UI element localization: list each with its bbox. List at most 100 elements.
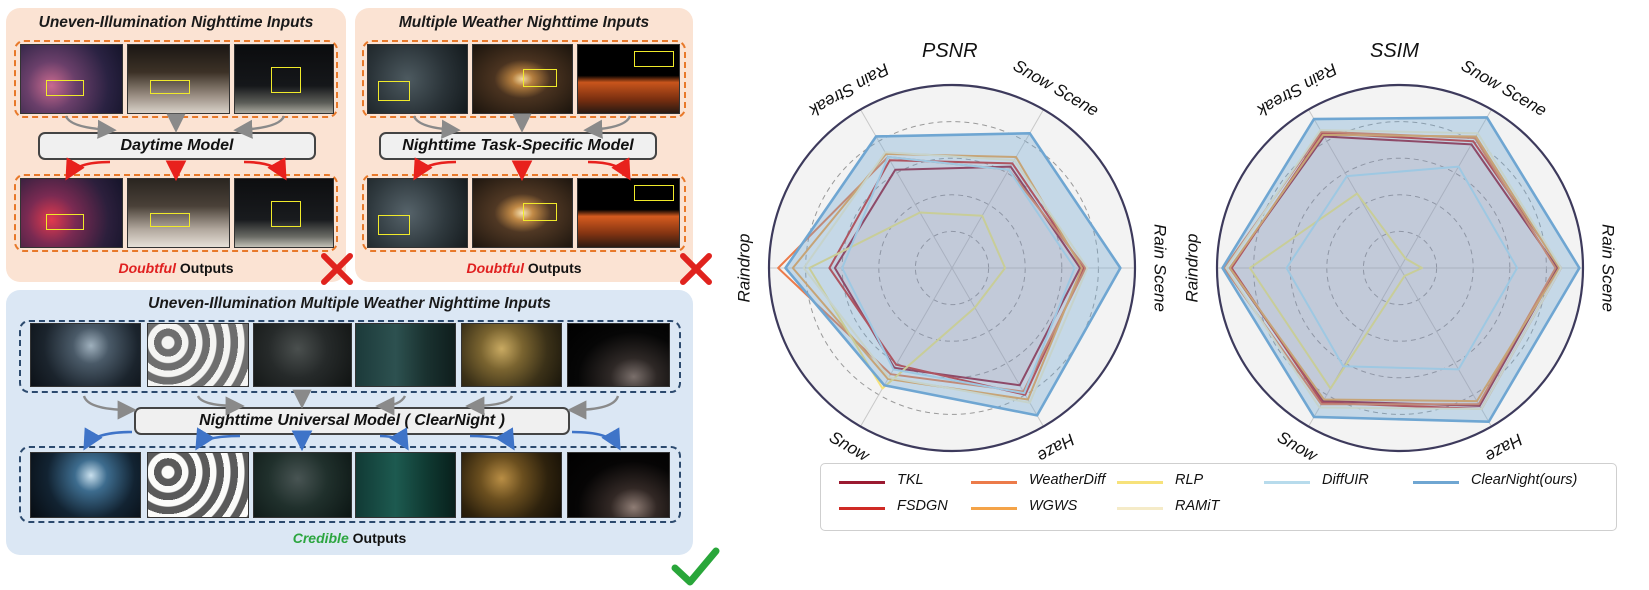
radar-grid-ring <box>1289 157 1511 379</box>
legend-swatch <box>839 481 885 484</box>
output-image-dark-snow <box>234 178 334 248</box>
highlight-box <box>634 51 674 67</box>
input-image-stadium-lights <box>147 323 249 387</box>
legend-label: WGWS <box>1029 498 1078 514</box>
highlight-box <box>46 214 84 230</box>
highlight-box <box>46 80 84 96</box>
radar-series-clearnight-ours- <box>784 131 1122 417</box>
output-image-snow-tree <box>367 178 468 248</box>
radar-axis-label: Rain Scene <box>1598 224 1617 312</box>
outputs-label: Doubtful Outputs <box>355 260 693 276</box>
highlight-box <box>634 185 674 201</box>
input-image-snow-tree <box>367 44 468 114</box>
output-image-headlights <box>472 178 573 248</box>
legend-swatch <box>971 507 1017 510</box>
output-image-pumpkins <box>577 178 680 248</box>
input-image-foggy-road <box>20 44 123 114</box>
highlight-box <box>523 203 557 221</box>
uneven-illumination-panel: Uneven-Illumination Nighttime Inputs Day… <box>6 8 346 282</box>
radar-series-weatherdiff <box>1223 130 1557 406</box>
highlight-box <box>378 81 410 101</box>
outputs-label: Doubtful Outputs <box>6 260 346 276</box>
output-image-stadium-lights <box>147 452 249 518</box>
highlight-box <box>378 215 410 235</box>
radar-spoke <box>1308 267 1401 427</box>
radar-grid-ring <box>841 157 1063 379</box>
doubtful-word: Doubtful <box>118 260 176 276</box>
radar-axis-label: Rain Streak <box>805 59 893 121</box>
legend-label: TKL <box>897 472 924 488</box>
output-image-umbrella <box>355 452 456 518</box>
radar-series-wgws <box>1228 133 1561 403</box>
legend-swatch <box>1117 507 1163 510</box>
radar-grid-ring <box>878 194 1026 342</box>
radar-series-ramit <box>1225 129 1563 411</box>
output-image-lighthouse <box>30 452 141 518</box>
radar-grid-ring <box>1326 194 1474 342</box>
input-image-lighthouse-fog <box>30 323 141 387</box>
panel-title: Uneven-Illumination Nighttime Inputs <box>38 14 314 31</box>
highlight-box <box>150 80 190 94</box>
legend-label: RLP <box>1175 472 1204 488</box>
output-image-foggy-road <box>20 178 123 248</box>
input-image-fireworks-snow <box>461 323 562 387</box>
radar-series-tkl <box>833 165 1082 387</box>
radar-spoke <box>1399 109 1492 269</box>
input-image-umbrella <box>355 323 456 387</box>
check-icon <box>671 547 720 586</box>
outputs-word: Outputs <box>179 260 234 276</box>
radar-ssim: SSIM Rain Scene Snow Scene Rain Streak Raind… <box>1183 40 1618 466</box>
radar-title: PSNR <box>922 40 978 62</box>
radar-title: SSIM <box>1370 40 1419 62</box>
radar-axis-label: Rain Streak <box>1253 59 1341 121</box>
legend-swatch <box>839 507 885 510</box>
radar-outer-ring <box>767 83 1137 453</box>
radar-background <box>769 85 1135 451</box>
legend-swatch <box>1117 481 1163 484</box>
input-image-dark-snow <box>234 44 334 114</box>
input-image-headlights <box>472 44 573 114</box>
legend-label: FSDGN <box>897 498 948 514</box>
legend-swatch <box>1264 481 1310 484</box>
radar-grid-ring <box>914 230 990 306</box>
legend-swatch <box>971 481 1017 484</box>
radar-background <box>1217 85 1583 451</box>
radar-axis-label: Snow <box>826 427 874 466</box>
highlight-box <box>523 69 557 87</box>
highlight-box <box>271 201 301 227</box>
panel-title: Uneven-Illumination Multiple Weather Nig… <box>148 295 551 312</box>
input-image-man-rain <box>253 323 352 387</box>
radar-spoke <box>1308 109 1401 269</box>
highlight-box <box>150 213 190 227</box>
outputs-dashed-group <box>19 446 681 523</box>
daytime-model-box: Daytime Model <box>38 132 316 160</box>
radar-series-rlp <box>808 211 1007 390</box>
radar-spoke <box>860 109 953 269</box>
input-image-dark-tree <box>567 323 670 387</box>
radar-axis-label: Raindrop <box>735 234 754 303</box>
multiple-weather-panel: Multiple Weather Nighttime Inputs Nightt… <box>355 8 693 282</box>
highlight-box <box>271 67 301 93</box>
legend-label: ClearNight(ours) <box>1471 472 1578 488</box>
radar-grid-ring <box>1362 230 1438 306</box>
legend-label: WeatherDiff <box>1029 472 1106 488</box>
output-image-fireworks <box>461 452 562 518</box>
radar-series-diffuir <box>1285 165 1519 371</box>
radar-spoke <box>951 109 1044 269</box>
radar-series-diffuir <box>841 156 1076 395</box>
radar-series-wgws <box>791 152 1083 401</box>
radar-axis-label: Snow Scene <box>1458 56 1550 120</box>
output-image-car-snow <box>127 178 230 248</box>
task-specific-model-box: Nighttime Task-Specific Model <box>379 132 657 160</box>
universal-model-box: Nighttime Universal Model ( ClearNight ) <box>134 407 570 435</box>
input-image-pumpkins <box>577 44 680 114</box>
radar-series-fsdgn <box>828 159 1085 396</box>
radar-axis-label: Raindrop <box>1183 234 1202 303</box>
output-image-tree <box>567 452 670 518</box>
radar-outer-ring <box>1215 83 1585 453</box>
radar-axis-label: Rain Scene <box>1150 224 1169 312</box>
radar-psnr: PSNR Rain Scene Snow Scene Rain Streak Raind… <box>735 40 1170 466</box>
outputs-word: Outputs <box>352 530 407 546</box>
radar-grid-ring <box>805 121 1099 415</box>
radar-series-ramit <box>802 151 1089 404</box>
